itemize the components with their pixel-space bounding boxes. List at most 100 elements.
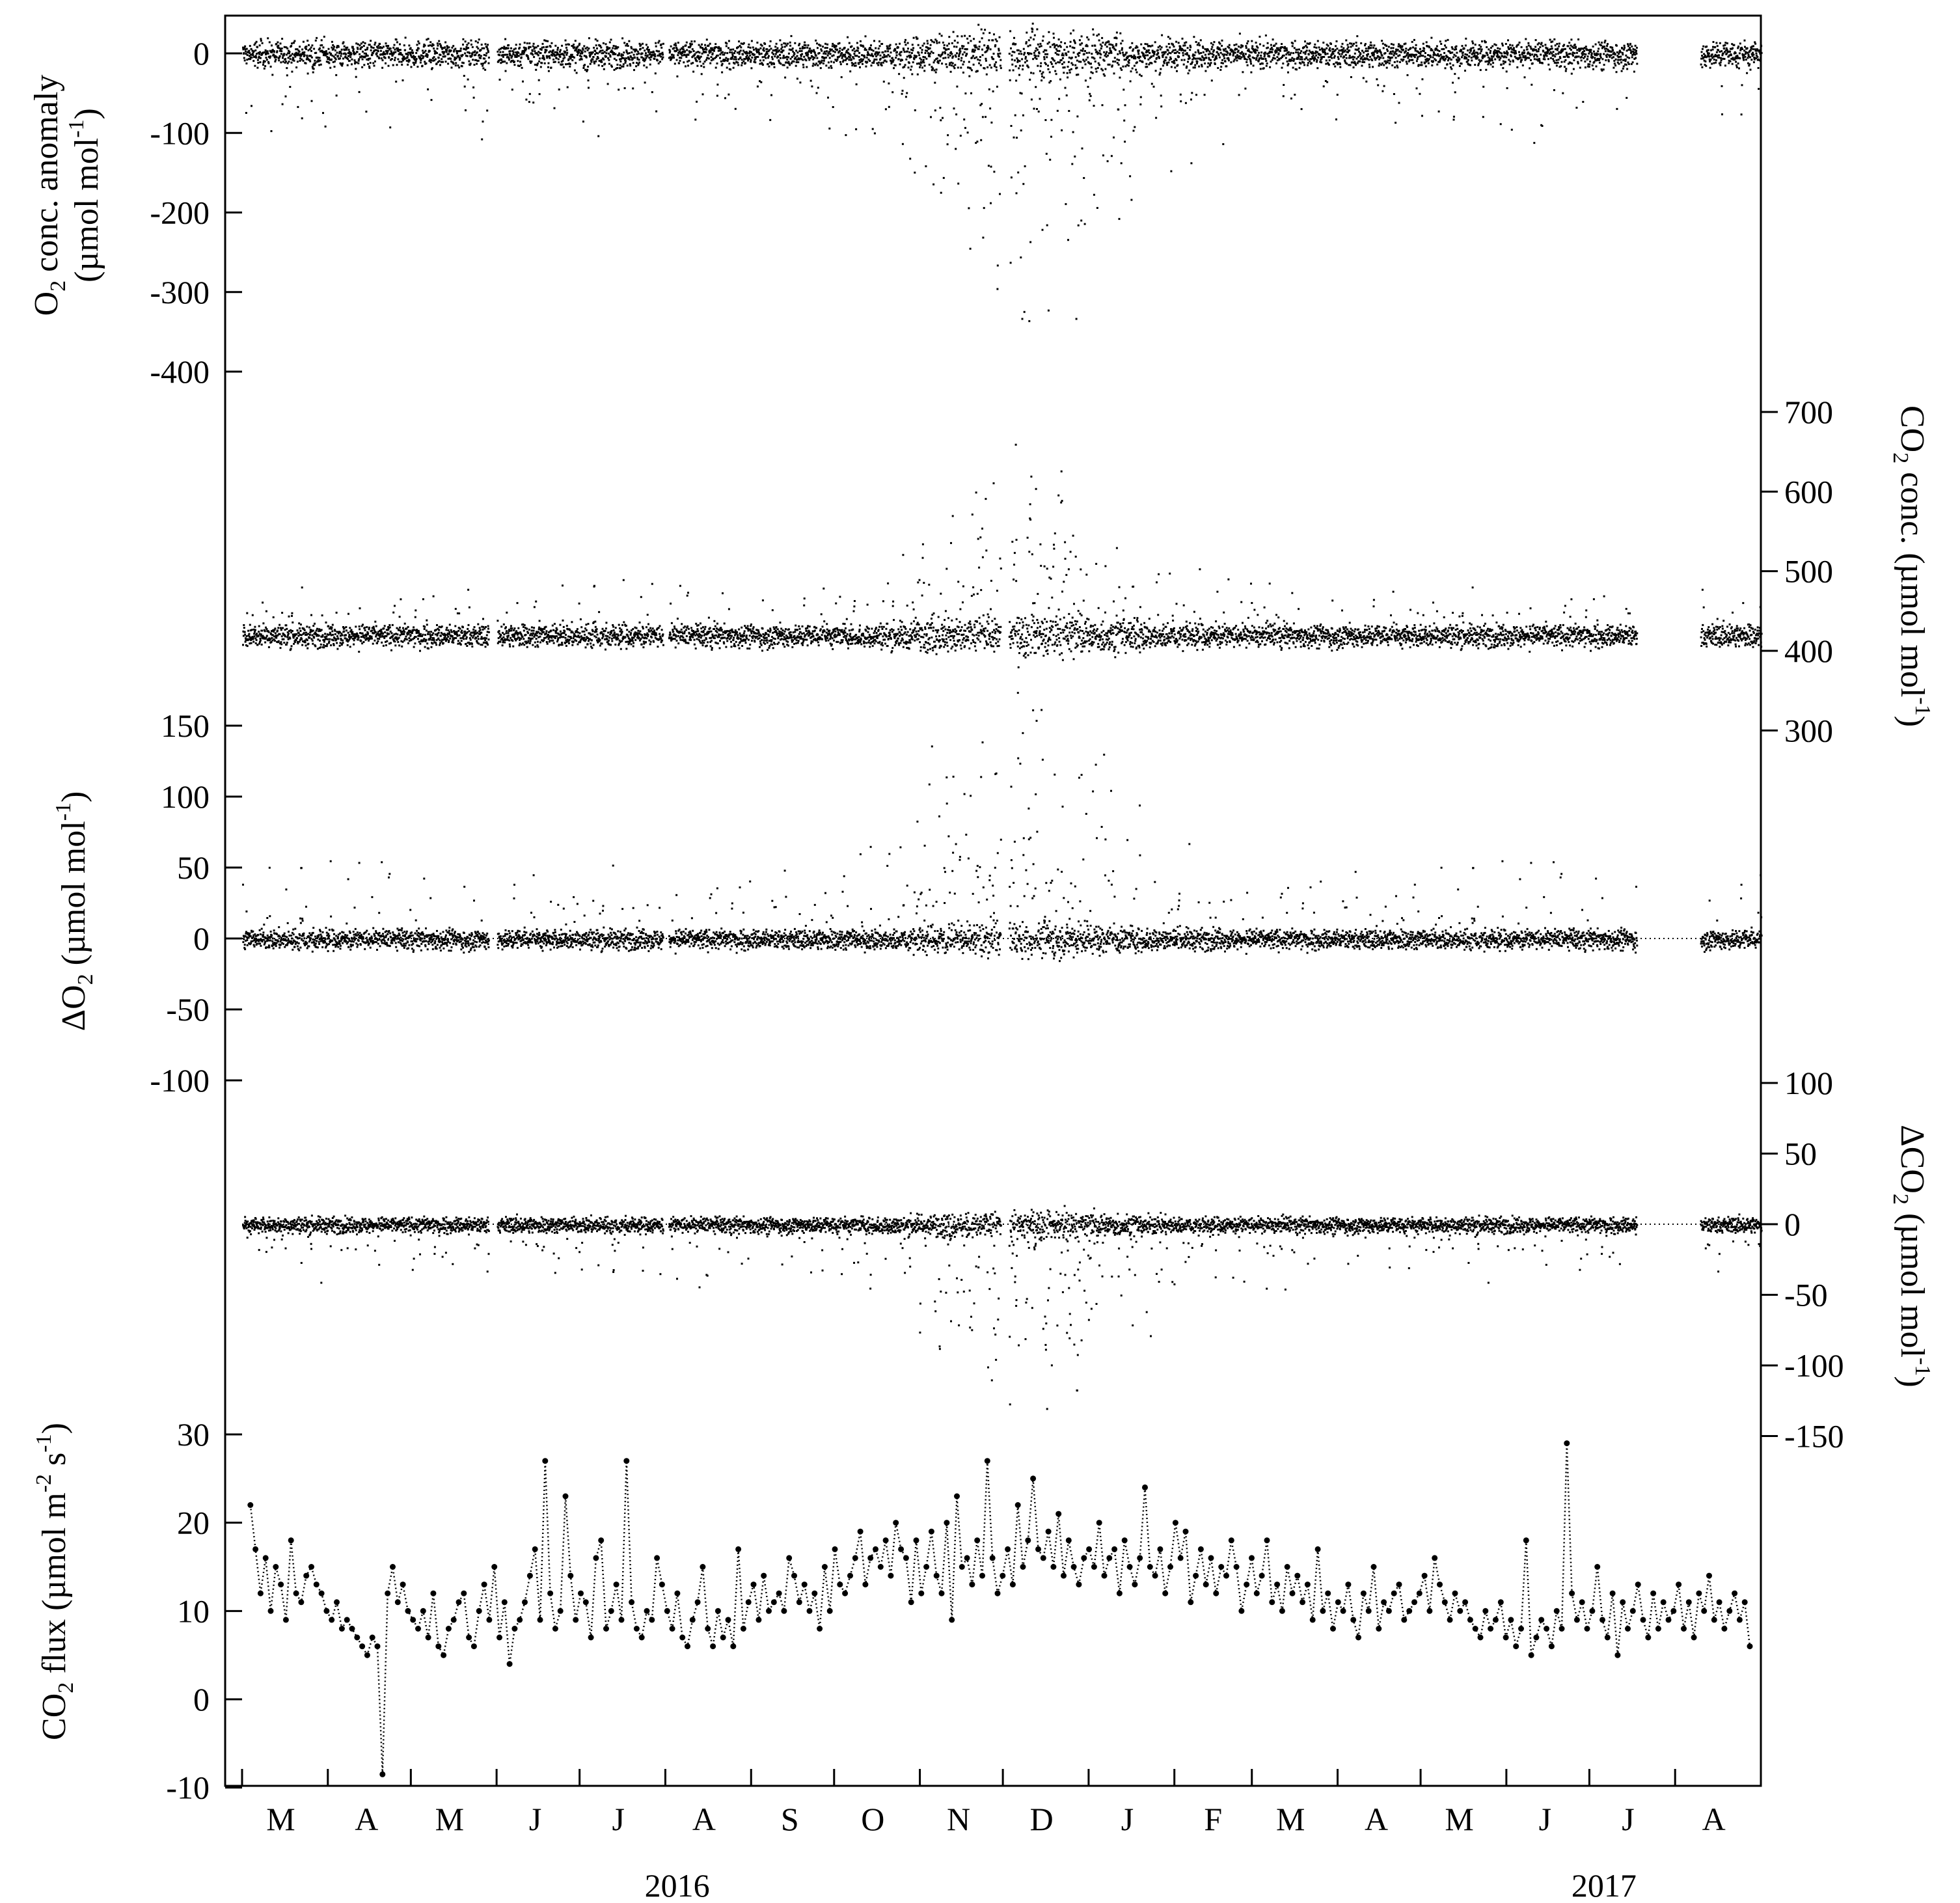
data-point — [1110, 50, 1112, 53]
data-point — [1044, 53, 1046, 55]
data-point — [1037, 110, 1040, 113]
data-point — [1193, 66, 1196, 69]
data-point — [1113, 48, 1115, 50]
data-point — [1527, 57, 1529, 59]
data-point — [709, 42, 711, 45]
data-point — [628, 52, 631, 55]
data-point — [1482, 54, 1484, 57]
data-point — [1227, 59, 1230, 62]
data-point — [1335, 61, 1338, 64]
data-point — [1096, 53, 1099, 55]
data-point — [947, 56, 949, 59]
data-point — [562, 59, 564, 62]
data-point — [631, 51, 633, 53]
data-point — [987, 45, 989, 48]
data-point — [433, 52, 436, 55]
data-point — [1739, 57, 1741, 60]
data-point — [534, 63, 536, 66]
data-point — [1475, 55, 1478, 57]
data-point — [320, 63, 322, 66]
data-point — [476, 46, 478, 48]
data-point — [1626, 49, 1628, 52]
data-point — [1372, 46, 1374, 49]
data-point — [1281, 66, 1283, 69]
data-point — [1469, 64, 1472, 66]
data-point — [1583, 57, 1585, 59]
data-point — [733, 62, 736, 65]
data-point — [1598, 59, 1600, 61]
data-point — [1353, 42, 1355, 45]
data-point — [1583, 49, 1586, 52]
data-point — [1098, 52, 1101, 55]
data-point — [431, 67, 433, 70]
data-point — [599, 44, 601, 47]
data-point — [582, 48, 584, 51]
data-point — [1289, 60, 1292, 62]
data-point — [755, 56, 758, 58]
data-point — [1330, 53, 1333, 56]
data-point — [878, 40, 880, 43]
data-point — [737, 64, 740, 66]
plot-frame — [224, 14, 1762, 1787]
data-point — [1108, 63, 1111, 66]
data-point — [1340, 55, 1342, 58]
data-point — [547, 40, 549, 42]
data-point — [1347, 51, 1349, 53]
data-point — [823, 52, 825, 55]
data-point — [260, 38, 262, 40]
data-point — [1590, 54, 1593, 56]
data-point — [1185, 41, 1188, 44]
data-point — [342, 42, 344, 45]
data-point — [1272, 57, 1275, 59]
data-point — [1327, 64, 1330, 66]
data-point — [845, 59, 847, 62]
data-point — [748, 43, 750, 46]
data-point — [1193, 36, 1195, 38]
data-point — [1251, 45, 1254, 48]
data-point — [1322, 56, 1324, 58]
data-point — [621, 65, 623, 68]
data-point — [1748, 51, 1750, 53]
data-point — [457, 50, 460, 53]
data-point — [1109, 43, 1112, 46]
data-point — [1426, 57, 1428, 60]
data-point — [344, 49, 346, 51]
data-point — [1345, 39, 1348, 42]
data-point — [411, 51, 413, 54]
data-point — [1406, 74, 1409, 76]
data-point — [1422, 42, 1424, 45]
data-point — [741, 62, 744, 64]
data-point — [633, 69, 635, 72]
data-point — [766, 48, 769, 51]
data-point — [446, 45, 448, 48]
data-point — [839, 47, 841, 49]
data-point — [1525, 38, 1527, 40]
data-point — [607, 48, 610, 50]
data-point — [793, 61, 795, 63]
data-point — [1555, 62, 1557, 64]
data-point — [1178, 51, 1180, 54]
data-point — [374, 42, 377, 44]
data-point — [1388, 57, 1391, 59]
data-point — [469, 62, 472, 65]
data-point — [1324, 48, 1326, 51]
data-point — [1322, 42, 1325, 44]
data-point — [296, 48, 299, 51]
data-point — [886, 45, 888, 48]
data-point — [834, 48, 837, 51]
data-point — [366, 55, 369, 57]
data-point — [336, 55, 339, 57]
data-point — [606, 46, 609, 49]
data-point — [1704, 60, 1707, 62]
data-point — [781, 46, 783, 48]
data-point — [412, 61, 415, 64]
data-point — [1355, 57, 1358, 60]
data-point — [1743, 59, 1745, 61]
data-point — [424, 49, 427, 52]
data-point — [288, 61, 290, 63]
data-point — [877, 64, 880, 66]
data-point — [655, 110, 658, 113]
data-point — [328, 51, 331, 54]
data-point — [950, 51, 952, 53]
data-point — [1070, 57, 1073, 59]
